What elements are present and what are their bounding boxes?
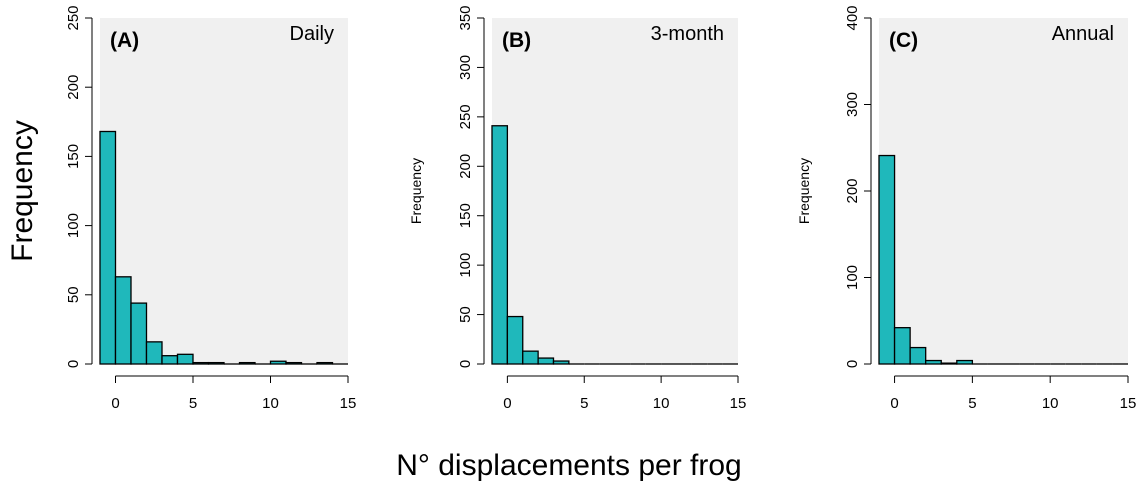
y-axis-label: Frequency	[408, 158, 424, 224]
panel-label: (B)	[502, 29, 531, 52]
histogram-bar	[878, 154, 896, 365]
histogram-bar	[909, 346, 927, 365]
plot-background	[879, 18, 1128, 364]
x-tick-label: 15	[1120, 395, 1137, 412]
shared-x-axis-label: N° displacements per frog	[396, 449, 741, 482]
histogram-bar	[145, 341, 163, 365]
y-tick-label: 200	[457, 154, 474, 179]
y-tick-label: 150	[457, 203, 474, 228]
histogram-bar	[269, 360, 287, 365]
y-tick-label: 150	[65, 144, 82, 169]
x-tick-label: 0	[890, 395, 898, 412]
x-tick-label: 0	[111, 395, 119, 412]
y-tick-label: 350	[457, 5, 474, 30]
y-tick-label: 300	[844, 92, 861, 117]
y-tick-label: 250	[457, 104, 474, 129]
histogram-bar	[506, 315, 524, 365]
histogram-bar	[316, 361, 334, 365]
y-tick-label: 300	[457, 55, 474, 80]
histogram-bar	[893, 327, 911, 365]
histogram-bar	[192, 361, 210, 365]
panel-title: 3-month	[651, 23, 724, 45]
y-tick-label: 50	[65, 286, 82, 303]
x-tick-label: 5	[968, 395, 976, 412]
histogram-bar	[285, 361, 303, 365]
x-tick-label: 5	[189, 395, 197, 412]
shared-y-axis-label: Frequency	[6, 120, 39, 262]
y-tick-label: 400	[844, 5, 861, 30]
y-tick-label: 250	[65, 5, 82, 30]
histogram-bar	[522, 350, 539, 365]
y-tick-label: 0	[65, 360, 82, 368]
histogram-bar	[537, 357, 555, 365]
histogram-bar	[491, 125, 509, 365]
x-tick-label: 15	[730, 395, 747, 412]
chart-panel-2: 0 50 100 150 200 250 300 350 0 5 10 15 (B) 3-month Fre…	[408, 5, 746, 412]
histogram-bar	[114, 276, 132, 365]
histogram-bar	[925, 359, 942, 365]
histogram-bar	[956, 359, 974, 365]
y-tick-label: 100	[457, 253, 474, 278]
y-tick-label: 200	[65, 75, 82, 100]
chart-panel-3: 0 100 200 300 400 0 5 10 15 (C) Annual Frequency	[796, 5, 1136, 412]
panel-label: (A)	[110, 29, 139, 52]
y-tick-label: 100	[65, 213, 82, 238]
x-tick-label: 15	[340, 395, 357, 412]
chart-panel-1: 0 50 100 150 200 250 0 5 10 15 (A) Daily	[65, 5, 356, 412]
x-tick-label: 5	[580, 395, 588, 412]
histogram-bar	[161, 355, 179, 365]
y-tick-label: 0	[844, 360, 861, 368]
y-tick-label: 50	[457, 306, 474, 323]
x-tick-label: 0	[503, 395, 511, 412]
x-tick-label: 10	[1042, 395, 1059, 412]
y-tick-label: 200	[844, 178, 861, 203]
histogram-bar	[99, 130, 117, 365]
y-axis-label: Frequency	[796, 158, 812, 224]
histogram-bar	[176, 353, 194, 365]
plot-background	[492, 18, 738, 364]
panel-label: (C)	[889, 29, 918, 52]
panel-title: Daily	[290, 23, 334, 45]
histogram-bar	[552, 360, 570, 365]
panel-title: Annual	[1052, 23, 1114, 45]
x-tick-label: 10	[653, 395, 670, 412]
y-tick-label: 0	[457, 360, 474, 368]
histogram-bar	[940, 362, 958, 365]
x-tick-label: 10	[262, 395, 279, 412]
histogram-bar	[207, 361, 225, 365]
histogram-bar	[238, 361, 256, 365]
histogram-bar	[130, 302, 148, 365]
y-tick-label: 100	[844, 265, 861, 290]
